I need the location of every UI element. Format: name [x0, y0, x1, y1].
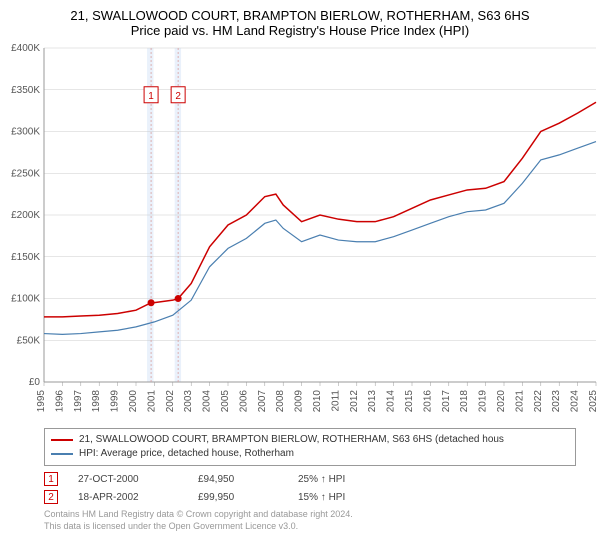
sale-row: 2 18-APR-2002 £99,950 15% ↑ HPI	[44, 490, 576, 504]
legend-swatch	[51, 439, 73, 441]
svg-text:2001: 2001	[146, 390, 157, 413]
svg-text:£400K: £400K	[11, 43, 40, 54]
sale-row: 1 27-OCT-2000 £94,950 25% ↑ HPI	[44, 472, 576, 486]
footer: Contains HM Land Registry data © Crown c…	[44, 508, 576, 532]
svg-text:2007: 2007	[257, 390, 268, 413]
sale-marker-box: 1	[44, 472, 58, 486]
sale-delta: 25% ↑ HPI	[298, 474, 398, 485]
svg-text:2015: 2015	[404, 390, 415, 413]
price-chart-svg: £0 £50K £100K £150K £200K £250K £300K £350K £400…	[0, 42, 600, 422]
svg-text:£350K: £350K	[11, 85, 40, 96]
footer-line-1: Contains HM Land Registry data © Crown c…	[44, 508, 576, 520]
svg-text:£50K: £50K	[17, 335, 41, 346]
legend-row: 21, SWALLOWOOD COURT, BRAMPTON BIERLOW, …	[51, 433, 569, 447]
svg-text:2014: 2014	[386, 390, 397, 413]
chart-container: £0 £50K £100K £150K £200K £250K £300K £350K £400…	[0, 42, 600, 422]
svg-text:2012: 2012	[349, 390, 360, 413]
svg-text:2002: 2002	[165, 390, 176, 413]
svg-text:1996: 1996	[54, 390, 65, 413]
svg-text:2018: 2018	[459, 390, 470, 413]
svg-text:1995: 1995	[36, 390, 47, 413]
svg-text:2025: 2025	[588, 390, 599, 413]
svg-text:1998: 1998	[91, 390, 102, 413]
svg-text:2: 2	[175, 91, 181, 102]
svg-text:2000: 2000	[128, 390, 139, 413]
chart-title-main: 21, SWALLOWOOD COURT, BRAMPTON BIERLOW, …	[0, 8, 600, 23]
svg-text:£300K: £300K	[11, 127, 40, 138]
svg-text:£0: £0	[29, 377, 41, 388]
svg-text:£150K: £150K	[11, 252, 40, 263]
svg-text:1: 1	[148, 91, 154, 102]
svg-text:2004: 2004	[202, 390, 213, 413]
chart-title-block: 21, SWALLOWOOD COURT, BRAMPTON BIERLOW, …	[0, 0, 600, 42]
sale-date: 27-OCT-2000	[78, 474, 178, 485]
sale-delta: 15% ↑ HPI	[298, 492, 398, 503]
legend: 21, SWALLOWOOD COURT, BRAMPTON BIERLOW, …	[44, 428, 576, 466]
sale-date: 18-APR-2002	[78, 492, 178, 503]
svg-text:2005: 2005	[220, 390, 231, 413]
svg-text:2011: 2011	[330, 390, 341, 412]
svg-text:2013: 2013	[367, 390, 378, 413]
legend-label: 21, SWALLOWOOD COURT, BRAMPTON BIERLOW, …	[79, 433, 504, 447]
svg-text:2006: 2006	[238, 390, 249, 413]
svg-text:2016: 2016	[422, 390, 433, 413]
svg-text:2024: 2024	[570, 390, 581, 413]
legend-row: HPI: Average price, detached house, Roth…	[51, 447, 569, 461]
sale-marker-box: 2	[44, 490, 58, 504]
svg-text:2022: 2022	[533, 390, 544, 413]
svg-text:2019: 2019	[478, 390, 489, 413]
sale-price: £94,950	[198, 474, 278, 485]
svg-text:2023: 2023	[551, 390, 562, 413]
svg-text:£200K: £200K	[11, 210, 40, 221]
svg-text:2020: 2020	[496, 390, 507, 413]
svg-text:2009: 2009	[294, 390, 305, 413]
sale-price: £99,950	[198, 492, 278, 503]
svg-text:2021: 2021	[514, 390, 525, 413]
legend-label: HPI: Average price, detached house, Roth…	[79, 447, 294, 461]
svg-text:2010: 2010	[312, 390, 323, 413]
chart-title-sub: Price paid vs. HM Land Registry's House …	[0, 23, 600, 38]
sale-rows: 1 27-OCT-2000 £94,950 25% ↑ HPI 2 18-APR-2002…	[44, 472, 576, 504]
svg-text:1999: 1999	[110, 390, 121, 413]
footer-line-2: This data is licensed under the Open Gov…	[44, 520, 576, 532]
svg-text:2008: 2008	[275, 390, 286, 413]
legend-swatch	[51, 453, 73, 455]
svg-text:2017: 2017	[441, 390, 452, 413]
svg-text:£250K: £250K	[11, 168, 40, 179]
svg-text:£100K: £100K	[11, 294, 40, 305]
svg-text:1997: 1997	[73, 390, 84, 413]
svg-text:2003: 2003	[183, 390, 194, 413]
